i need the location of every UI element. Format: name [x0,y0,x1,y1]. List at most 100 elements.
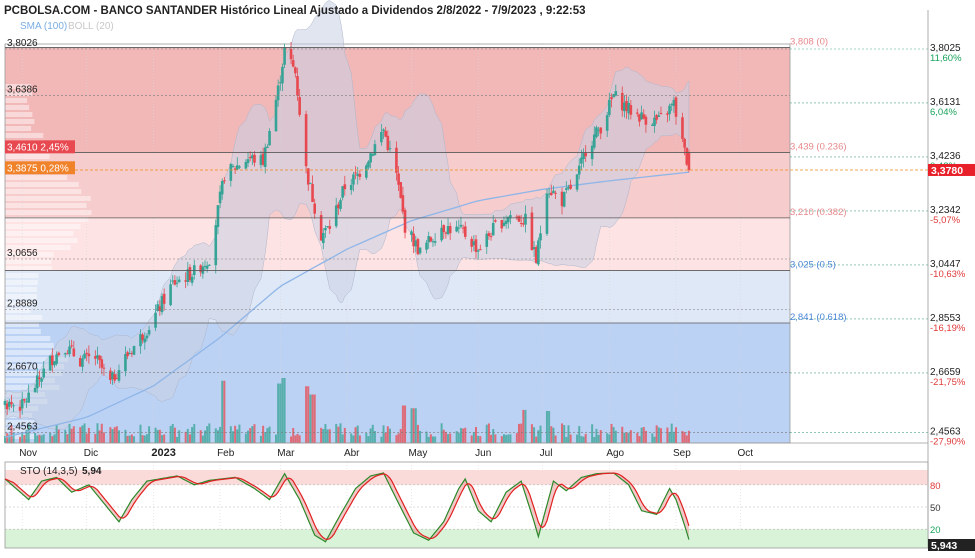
sto-overbought-zone [5,470,928,485]
volume-profile-bar [5,434,35,439]
volume-bar [51,436,54,443]
volume-bar [550,426,553,443]
volume-bar [94,433,97,443]
volume-profile-bar [5,196,91,201]
candle-body [425,242,428,250]
volume-bar [169,425,172,443]
candle-body [644,116,648,125]
candle-body [463,226,467,237]
volume-bar [6,433,9,443]
volume-bar [247,430,250,443]
candle-body [412,233,415,247]
volume-bar [141,435,144,443]
sto-frame [4,461,929,549]
volume-bar [34,433,37,443]
candle-body [55,354,58,364]
volume-bar [98,430,101,443]
candle-body [169,284,172,306]
volume-bar [657,427,660,443]
volume-bar [216,430,219,443]
candle-body [306,168,310,185]
candle-body [388,148,392,150]
volume-bar [337,426,340,443]
volume-bar [434,436,437,443]
candle-body [128,352,132,354]
candle-body [625,100,628,111]
volume-bar [193,424,196,443]
right-tick-label: 3,6131 [930,97,961,108]
candle-body [268,131,271,146]
candle-body [311,184,314,203]
candle-body [470,238,473,247]
left-level-label: 3,6386 [7,85,38,96]
volume-bar [186,428,189,443]
candle-body [141,334,144,341]
volume-profile-bar [5,420,35,425]
stochastic-panel: 80 50 20 STO (14,3,5) 5,94 5,943 [4,461,975,552]
candle-body [681,117,684,139]
volume-bar [675,427,678,443]
volume-bar [371,424,374,443]
candle-body [23,398,26,401]
candle-body [126,352,129,357]
volume-profile-bar [5,329,41,334]
candle-body [326,226,329,228]
candle-body [319,215,323,241]
volume-bar [582,436,585,443]
volume-bar [492,429,495,443]
volume-profile-bar [5,343,54,348]
volume-bar [184,431,187,443]
candle-body [672,99,676,107]
candle-body [281,66,284,84]
candle-body [216,205,220,228]
volume-bar [253,424,256,443]
volume-bar [42,434,45,443]
volume-bar [687,430,690,443]
candle-body [668,105,671,115]
sma-line [4,171,689,438]
volume-bar [79,427,82,443]
candle-body [608,99,611,115]
candle-body [78,358,82,367]
candle-body [414,240,418,247]
fib-label: 3,210 (0.382) [790,207,847,218]
volume-bar [326,429,329,443]
candle-body [48,355,52,371]
candle-body [57,352,61,356]
candle-body [66,353,69,355]
volume-profile-bar [5,112,33,117]
volume-bar [191,427,194,443]
volume-bar [642,427,645,443]
volume-bar [221,380,224,443]
sto-label-value: 5,94 [82,466,102,477]
volume-bar [395,435,398,443]
volume-bar [124,429,127,443]
sto-last-value: 5,943 [931,540,957,552]
candle-body [457,227,461,229]
candle-body [610,97,613,100]
horizontal-levels: 3,808 (0) 3,439 (0.236) 3,210 (0.382) 3,025… [5,36,928,433]
candle-body [592,134,596,148]
volume-bar [324,424,327,443]
candle-body [261,153,265,165]
sto-level-label: 50 [930,503,941,514]
volume-bar [522,409,525,443]
volume-bar [96,423,99,443]
volume-profile-bar [5,238,78,243]
x-tick-label: Mar [277,448,295,459]
candle-body [562,192,566,207]
candle-body [517,216,521,222]
candle-body [569,184,572,189]
volume-bar [561,423,564,443]
candle-body [519,223,523,225]
candle-body [253,154,256,163]
volume-bar [455,431,458,443]
volume-bar [145,434,148,443]
volume-bar [518,423,521,443]
candle-body [642,114,646,119]
candle-body [339,200,342,209]
volume-bar [595,428,598,443]
volume-bar [401,405,404,443]
candle-body [20,399,24,409]
